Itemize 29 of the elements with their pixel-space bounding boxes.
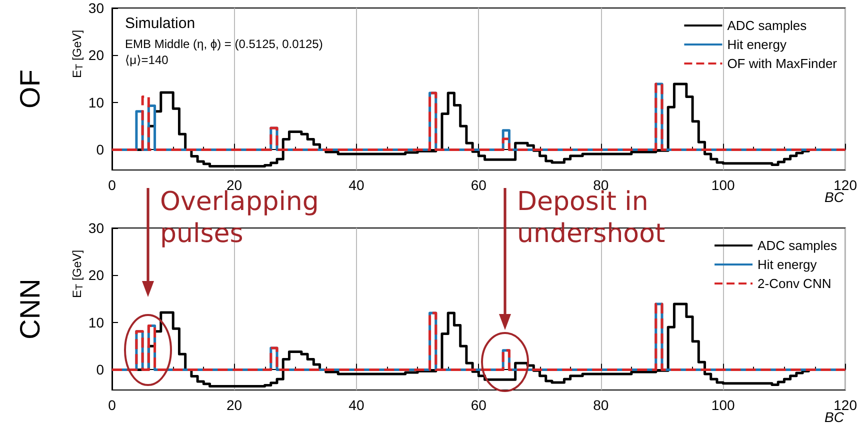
x-tick-label: 60: [470, 397, 487, 413]
x-tick-label: 100: [711, 397, 735, 413]
x-tick-label: 0: [108, 397, 116, 413]
legend-label: ADC samples: [727, 18, 808, 33]
x-tick-label: 80: [593, 397, 609, 413]
legend-label: ADC samples: [758, 238, 838, 253]
legend-label: OF with MaxFinder: [727, 56, 838, 71]
x-tick-label: 60: [470, 177, 487, 193]
legend-label: 2-Conv CNN: [758, 276, 832, 291]
y-tick-label: 10: [88, 314, 104, 330]
annotation: EMB Middle (η, ϕ) = (0.5125, 0.0125): [125, 37, 323, 51]
y-tick-label: 0: [96, 142, 104, 158]
annotation: ⟨μ⟩=140: [125, 53, 169, 67]
text: CNN: [14, 278, 46, 340]
y-tick-label: 20: [88, 47, 104, 64]
legend-label: Hit energy: [758, 257, 818, 272]
x-tick-label: 40: [348, 177, 364, 193]
x-tick-label: 0: [108, 177, 116, 193]
y-tick-label: 0: [96, 362, 104, 378]
y-tick-label: 10: [88, 94, 104, 110]
annotation: Simulation: [125, 15, 196, 32]
x-tick-label: 20: [226, 397, 242, 413]
x-tick-label: 100: [711, 177, 735, 193]
y-tick-label: 30: [88, 220, 104, 236]
y-tick-label: 30: [88, 0, 104, 16]
x-tick-label: 40: [348, 397, 364, 413]
text: OF: [14, 70, 46, 108]
y-tick-label: 20: [88, 267, 104, 284]
legend-label: Hit energy: [727, 37, 787, 52]
